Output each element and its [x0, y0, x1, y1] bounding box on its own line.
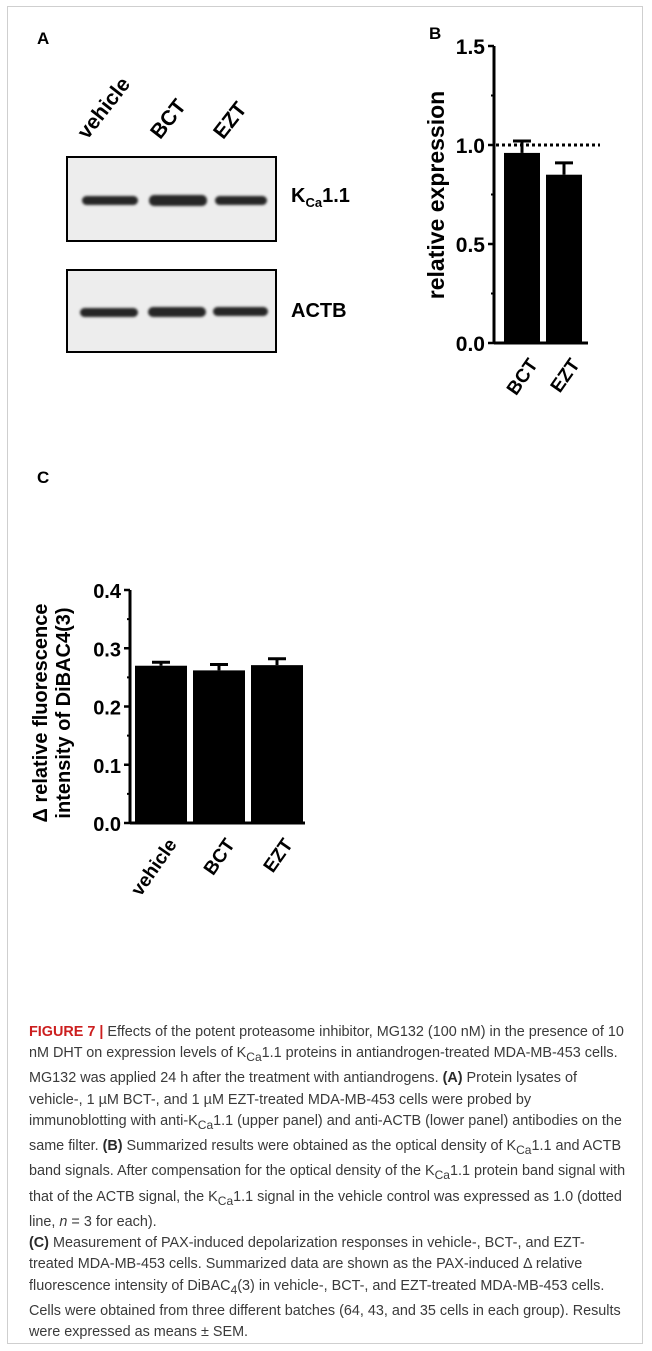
y-tick-label: 1.0	[456, 135, 485, 158]
caption-lead: FIGURE 7 |	[29, 1024, 104, 1040]
x-tick-label-vehicle: vehicle	[127, 835, 181, 900]
y-tick-label: 0.2	[93, 698, 121, 720]
blot-label-actb: ACTB	[291, 300, 347, 322]
y-tick-label: 0.5	[456, 234, 486, 257]
bar-bct	[193, 670, 245, 823]
panel-a-letter: A	[37, 29, 50, 48]
figure-caption: FIGURE 7 | Effects of the potent proteas…	[29, 1024, 626, 1341]
panel-b-letter: B	[429, 24, 442, 43]
y-axis-label: relative expression	[423, 91, 449, 299]
y-tick-label: 0.4	[93, 581, 122, 603]
western-blot-actb	[66, 269, 277, 353]
y-tick-label: 0.0	[456, 333, 485, 356]
band-ezt	[215, 196, 267, 205]
panel-c-letter: C	[37, 468, 50, 487]
x-tick-label-bct: BCT	[200, 835, 240, 879]
x-tick-label-ezt: EZT	[260, 835, 298, 877]
chart-b: 0.0 0.5 1.0 1.5 BCT EZT relative expression	[423, 36, 600, 399]
band-bct-actb	[148, 307, 206, 317]
figure-frame	[7, 6, 643, 1344]
bar-ezt	[251, 665, 303, 823]
band-vehicle-actb	[80, 308, 138, 317]
y-axis-label-line2: intensity of DiBAC4(3)	[53, 607, 75, 818]
chart-c: 0.0 0.1 0.2 0.3 0.4 vehicle BCT EZT Δ relative f…	[30, 581, 305, 900]
bar-vehicle	[135, 665, 187, 823]
y-tick-label: 0.1	[93, 756, 121, 778]
x-tick-label-bct: BCT	[503, 355, 543, 399]
y-tick-label: 0.0	[93, 814, 121, 836]
band-bct	[149, 195, 207, 206]
x-tick-label-ezt: EZT	[547, 355, 585, 397]
band-vehicle	[82, 196, 138, 205]
y-tick-label: 1.5	[456, 36, 486, 59]
y-tick-label: 0.3	[93, 639, 121, 661]
western-blot-kca11	[66, 156, 277, 242]
bar-bct	[504, 152, 540, 343]
band-ezt-actb	[213, 307, 268, 316]
y-axis-label-line1: Δ relative fluorescence	[30, 604, 52, 823]
blot-label-kca11: KCa1.1	[291, 185, 350, 210]
bar-ezt	[546, 174, 582, 343]
